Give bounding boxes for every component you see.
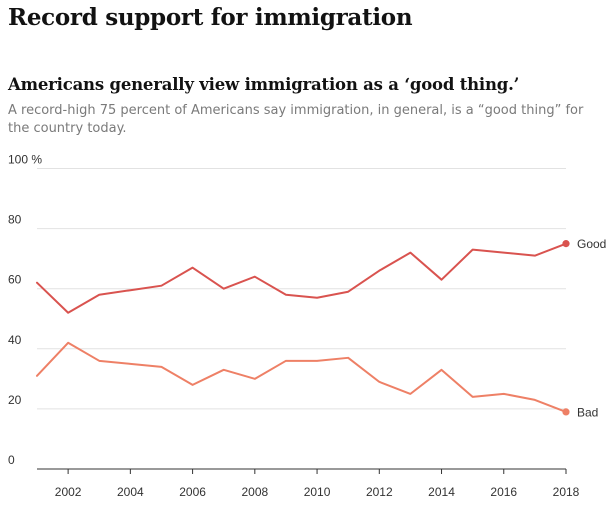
- chart-subtitle: A record-high 75 percent of Americans sa…: [8, 103, 584, 136]
- y-tick-label: 60: [8, 273, 22, 287]
- bad-end-point: [562, 408, 570, 416]
- chart-title: Americans generally view immigration as …: [8, 75, 520, 94]
- good-series-line: [36, 242, 567, 314]
- x-tick-label: 2006: [179, 485, 206, 499]
- series-lines: [36, 240, 570, 416]
- y-tick-label: 100 %: [8, 153, 42, 167]
- x-tick-label: 2004: [117, 485, 144, 499]
- series-labels: Good Bad: [577, 237, 606, 419]
- x-tick-label: 2016: [490, 485, 517, 499]
- x-tick-label: 2002: [55, 485, 82, 499]
- bad-series-line: [36, 341, 567, 413]
- x-tick-label: 2012: [366, 485, 393, 499]
- good-series-label: Good: [577, 237, 606, 251]
- y-tick-label: 20: [8, 393, 22, 407]
- good-end-point: [562, 240, 570, 248]
- x-tick-label: 2014: [428, 485, 455, 499]
- bad-series-label: Bad: [577, 405, 598, 419]
- x-tick-label: 2010: [304, 485, 331, 499]
- y-tick-label: 80: [8, 213, 22, 227]
- x-axis: 2002 2004 2006 2008 2010 2012 2014 2016 2018: [37, 468, 580, 499]
- page-title: Record support for immigration: [8, 4, 413, 31]
- y-axis-tick-labels: 0 20 40 60 80 100 %: [8, 153, 42, 468]
- grid-lines: [37, 168, 566, 410]
- y-tick-label: 40: [8, 333, 22, 347]
- x-tick-label: 2018: [553, 485, 580, 499]
- y-tick-label: 0: [8, 453, 15, 467]
- x-tick-label: 2008: [241, 485, 268, 499]
